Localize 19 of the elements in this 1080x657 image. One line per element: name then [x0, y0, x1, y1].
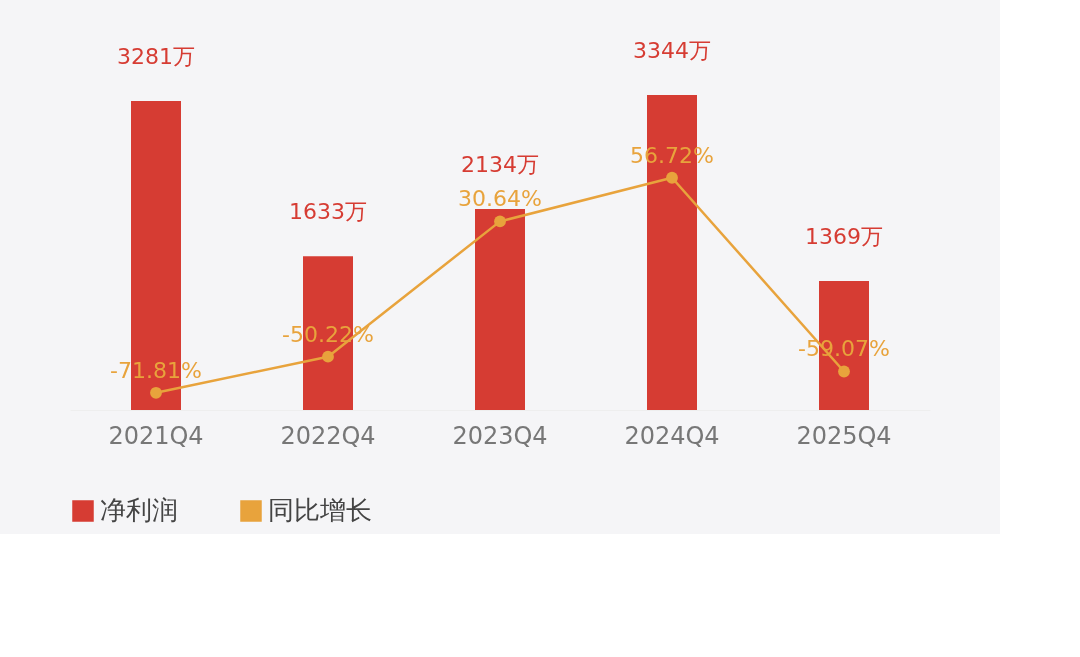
data-label: 3344万 [633, 38, 711, 64]
x-tick-label: 2023Q4 [452, 421, 548, 450]
point [666, 171, 678, 184]
x-tick-label: 2024Q4 [624, 421, 720, 450]
legend-label: 同比增长 [268, 495, 372, 525]
x-tick-label: 2021Q4 [108, 421, 204, 450]
point [322, 350, 334, 363]
point [494, 215, 506, 228]
point [838, 365, 850, 378]
data-label: 3281万 [117, 43, 195, 69]
data-label: 2134万 [461, 152, 539, 178]
x-tick-label: 2022Q4 [280, 421, 376, 450]
x-tick-label: 2025Q4 [796, 421, 892, 450]
bar [475, 209, 525, 410]
data-label: 1369万 [805, 224, 883, 250]
data-label: 1633万 [289, 199, 367, 225]
point [150, 386, 162, 399]
data-label: 30.64% [458, 186, 542, 212]
legend-label: 净利润 [100, 495, 178, 525]
